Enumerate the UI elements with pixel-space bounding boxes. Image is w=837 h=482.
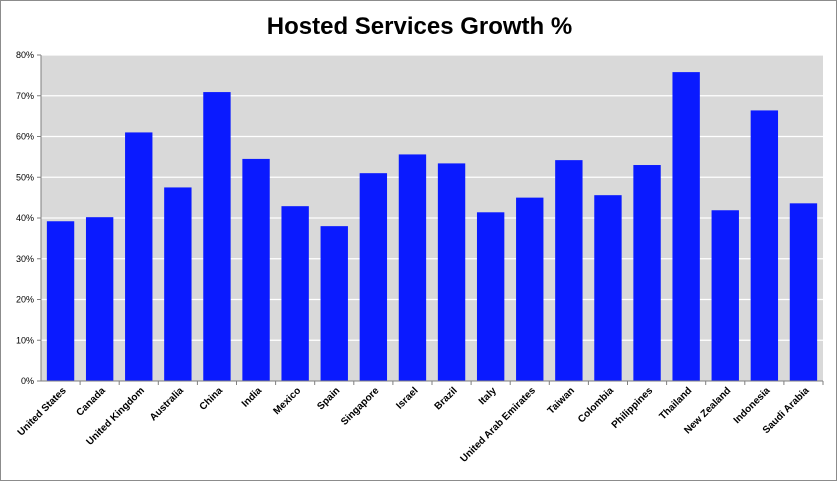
bar-israel <box>398 154 427 381</box>
x-category-label: United Arab Emirates <box>458 385 538 465</box>
x-category-label: Australia <box>148 385 186 423</box>
x-category-label: Indonesia <box>732 385 773 426</box>
x-category-label: Taiwan <box>546 385 577 416</box>
bar-new-zealand <box>711 210 739 381</box>
y-axis-ticks: 0% 10% 20% 30% 40% 50% 60% 70% 80% <box>16 50 41 386</box>
y-tick-label: 50% <box>16 172 34 182</box>
bar-canada <box>85 217 114 381</box>
bars <box>46 72 824 385</box>
y-tick-label: 40% <box>16 213 34 223</box>
x-category-label: Brazil <box>433 385 460 412</box>
x-category-label: United States <box>16 385 69 438</box>
bar-singapore <box>359 173 388 381</box>
bar-australia <box>164 187 192 381</box>
x-category-label: Mexico <box>272 385 304 417</box>
bar-colombia <box>594 195 622 381</box>
y-tick-label: 0% <box>21 376 34 386</box>
x-category-label: Italy <box>477 385 499 407</box>
bar-mexico <box>281 206 309 381</box>
bar-thailand <box>672 72 700 382</box>
bar-philippines <box>633 165 661 381</box>
x-category-label: Thailand <box>657 385 694 422</box>
y-tick-label: 60% <box>16 132 34 142</box>
bar-united-kingdom <box>125 132 153 381</box>
bar-brazil <box>437 163 466 381</box>
x-category-label: Spain <box>315 385 342 412</box>
chart-title: Hosted Services Growth % <box>266 13 573 40</box>
x-category-label: Philippines <box>610 385 656 431</box>
bar-spain <box>320 226 348 381</box>
y-tick-label: 20% <box>16 295 34 305</box>
x-category-label: Israel <box>394 385 420 411</box>
x-category-label: Singapore <box>339 385 382 428</box>
bar-saudi-arabia <box>789 203 818 381</box>
bar-united-arab-emirates <box>516 197 544 381</box>
bar-united-states <box>46 221 75 381</box>
bar-italy <box>476 212 505 381</box>
bar-indonesia <box>750 110 779 382</box>
bar-china <box>203 92 231 382</box>
y-tick-label: 30% <box>16 254 34 264</box>
y-tick-label: 70% <box>16 91 34 101</box>
x-category-label: China <box>198 385 226 413</box>
bar-india <box>242 158 270 381</box>
x-category-label: Canada <box>74 385 108 419</box>
bar-taiwan <box>555 160 583 381</box>
x-category-label: India <box>240 385 265 410</box>
x-category-label: Colombia <box>576 385 616 425</box>
y-tick-label: 10% <box>16 335 34 345</box>
y-tick-label: 80% <box>16 50 34 60</box>
